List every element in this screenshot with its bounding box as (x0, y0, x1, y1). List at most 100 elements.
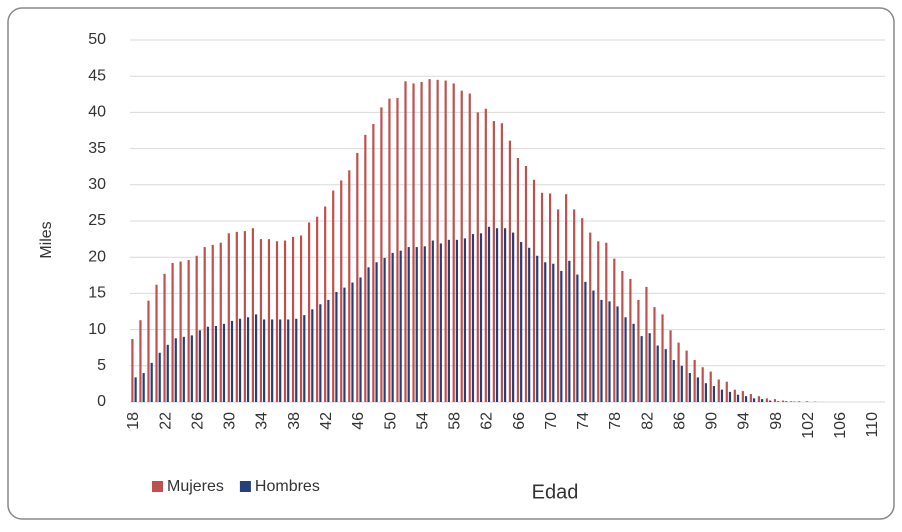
bar (159, 353, 161, 402)
bar (440, 243, 442, 402)
bar (469, 94, 471, 402)
x-tick-label: 66 (511, 412, 528, 430)
bar (477, 112, 479, 402)
bar (461, 91, 463, 402)
bar (509, 141, 511, 402)
bar (287, 319, 289, 402)
x-tick-label: 30 (222, 412, 239, 430)
bar (742, 391, 744, 402)
bar (624, 317, 626, 402)
bar (199, 330, 201, 402)
bar (798, 401, 800, 402)
bar (207, 327, 209, 402)
x-axis-label: Edad (532, 481, 579, 503)
bar (705, 383, 707, 402)
x-tick-label: 42 (318, 412, 335, 430)
bar (472, 234, 474, 402)
bar (327, 300, 329, 402)
bar (220, 243, 222, 402)
bar (284, 241, 286, 402)
bar (681, 366, 683, 402)
bar (424, 246, 426, 402)
y-tick-label: 20 (88, 248, 106, 265)
bar (637, 300, 639, 402)
bar (677, 343, 679, 402)
bar (384, 258, 386, 402)
y-tick-label: 35 (88, 140, 106, 157)
bar (244, 231, 246, 402)
bar (167, 345, 169, 402)
bar (196, 256, 198, 402)
bar (131, 339, 133, 402)
bar (694, 360, 696, 402)
y-tick-label: 30 (88, 176, 106, 193)
bar (271, 319, 273, 402)
x-tick-label: 34 (254, 412, 271, 430)
x-tick-label: 78 (607, 412, 624, 430)
y-axis-label: Miles (38, 221, 55, 258)
bar (613, 259, 615, 402)
bar (686, 351, 688, 402)
bar (661, 314, 663, 402)
bar (697, 377, 699, 402)
bar (400, 251, 402, 402)
bar (171, 263, 173, 402)
bar (316, 217, 318, 402)
bar (432, 241, 434, 402)
x-tick-label: 98 (768, 412, 785, 430)
bar (295, 319, 297, 402)
bar (790, 401, 792, 402)
x-tick-label: 70 (543, 412, 560, 430)
bar (416, 247, 418, 402)
bar (359, 277, 361, 402)
y-tick-label: 25 (88, 212, 106, 229)
bar (268, 239, 270, 402)
x-tick-label: 46 (350, 412, 367, 430)
x-tick-label: 90 (704, 412, 721, 430)
bar (782, 401, 784, 402)
bar (592, 291, 594, 402)
x-tick-label: 94 (736, 412, 753, 430)
bar (180, 262, 182, 402)
bar (710, 372, 712, 402)
bar (729, 392, 731, 402)
bar (163, 274, 165, 402)
bar (581, 218, 583, 402)
bar (464, 238, 466, 402)
legend-swatch (240, 481, 251, 492)
bar (215, 326, 217, 402)
bar (448, 240, 450, 402)
bar (456, 240, 458, 402)
bar (428, 79, 430, 402)
bar (544, 262, 546, 402)
bar (653, 307, 655, 402)
bar (332, 191, 334, 402)
bar (713, 386, 715, 402)
bar (292, 237, 294, 402)
bar (608, 301, 610, 402)
bar (718, 380, 720, 402)
x-tick-label: 106 (832, 412, 849, 439)
bar (766, 398, 768, 402)
bar (175, 338, 177, 402)
bar (777, 401, 779, 402)
bar (641, 336, 643, 402)
bar (750, 394, 752, 402)
bar (589, 233, 591, 402)
bar (223, 324, 225, 402)
bar (388, 99, 390, 402)
x-tick-label: 86 (671, 412, 688, 430)
bar (769, 401, 771, 402)
bar (247, 317, 249, 402)
y-tick-label: 5 (97, 357, 106, 374)
bar (404, 81, 406, 402)
bar (726, 382, 728, 402)
bar (263, 319, 265, 402)
bar (557, 209, 559, 402)
bar (303, 315, 305, 402)
bar (616, 306, 618, 402)
bar (689, 373, 691, 402)
bar (525, 166, 527, 402)
bar (520, 242, 522, 402)
